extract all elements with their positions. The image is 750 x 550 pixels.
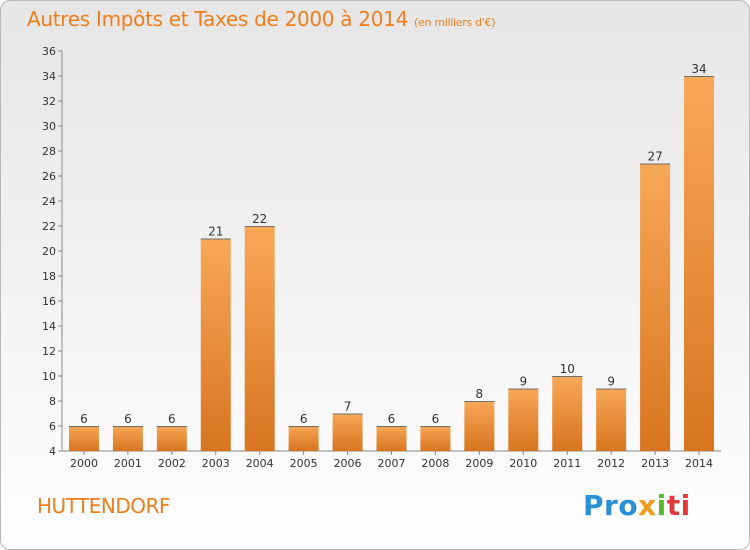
bar-2010 [508,388,539,451]
bar-2014 [684,76,715,451]
logo-part-1: Pro [583,489,639,522]
value-label-2004: 22 [252,212,267,226]
value-label-2007: 6 [388,412,396,426]
bar-2012 [596,388,627,451]
value-label-2002: 6 [168,412,176,426]
bar-2006 [332,413,363,451]
y-tick-label: 32 [42,95,56,108]
proxiti-logo: Proxiti [583,489,691,522]
logo-part-3: i [656,489,667,522]
x-tick-label-2014: 2014 [685,457,713,470]
y-tick-label: 24 [42,195,56,208]
value-label-2000: 6 [80,412,88,426]
x-tick-label-2004: 2004 [246,457,274,470]
bar-2013 [640,163,671,451]
value-label-2001: 6 [124,412,132,426]
x-tick-label-2000: 2000 [70,457,98,470]
value-label-2011: 10 [560,362,575,376]
y-tick-label: 30 [42,120,56,133]
chart-title-text: Autres Impôts et Taxes de 2000 à 2014 [27,7,408,31]
y-tick-label: 18 [42,270,56,283]
y-tick-label: 22 [42,220,56,233]
value-label-2008: 6 [432,412,440,426]
value-label-2009: 8 [476,387,484,401]
bar-2007 [376,426,407,451]
x-tick-label-2007: 2007 [378,457,406,470]
bar-2008 [420,426,451,451]
y-tick-label: 6 [49,420,56,433]
value-label-2014: 34 [691,62,706,76]
y-tick-label: 16 [42,295,56,308]
x-tick-label-2001: 2001 [114,457,142,470]
value-label-2013: 27 [647,150,662,164]
value-label-2006: 7 [344,400,352,414]
x-tick-label-2002: 2002 [158,457,186,470]
x-tick-label-2003: 2003 [202,457,230,470]
y-tick-label: 34 [42,70,56,83]
y-tick-label: 8 [49,395,56,408]
bar-2004 [244,226,275,451]
value-label-2003: 21 [208,225,223,239]
value-label-2005: 6 [300,412,308,426]
bar-2003 [200,238,231,451]
bar-2001 [112,426,143,451]
bar-2000 [68,426,99,451]
bar-2005 [288,426,319,451]
x-tick-label-2009: 2009 [465,457,493,470]
x-tick-label-2005: 2005 [290,457,318,470]
y-tick-label: 36 [42,45,56,58]
y-tick-label: 12 [42,345,56,358]
town-name: HUTTENDORF [37,494,170,518]
x-tick-label-2010: 2010 [509,457,537,470]
y-tick-label: 20 [42,245,56,258]
y-tick-label: 14 [42,320,56,333]
bar-2002 [156,426,187,451]
x-tick-label-2011: 2011 [553,457,581,470]
value-label-2012: 9 [607,375,615,389]
x-tick-label-2012: 2012 [597,457,625,470]
y-tick-label: 4 [49,445,56,458]
value-label-2010: 9 [519,375,527,389]
bar-2009 [464,401,495,451]
y-tick-label: 28 [42,145,56,158]
y-tick-label: 10 [42,370,56,383]
chart-title: Autres Impôts et Taxes de 2000 à 2014 (en… [27,7,495,31]
y-tick-label: 26 [42,170,56,183]
x-tick-label-2013: 2013 [641,457,669,470]
x-tick-label-2006: 2006 [334,457,362,470]
chart-subtitle: (en milliers d'€) [414,16,496,29]
logo-part-2: x [638,489,657,522]
bar-2011 [552,376,583,451]
logo-part-4: ti [666,489,691,522]
x-tick-label-2008: 2008 [421,457,449,470]
